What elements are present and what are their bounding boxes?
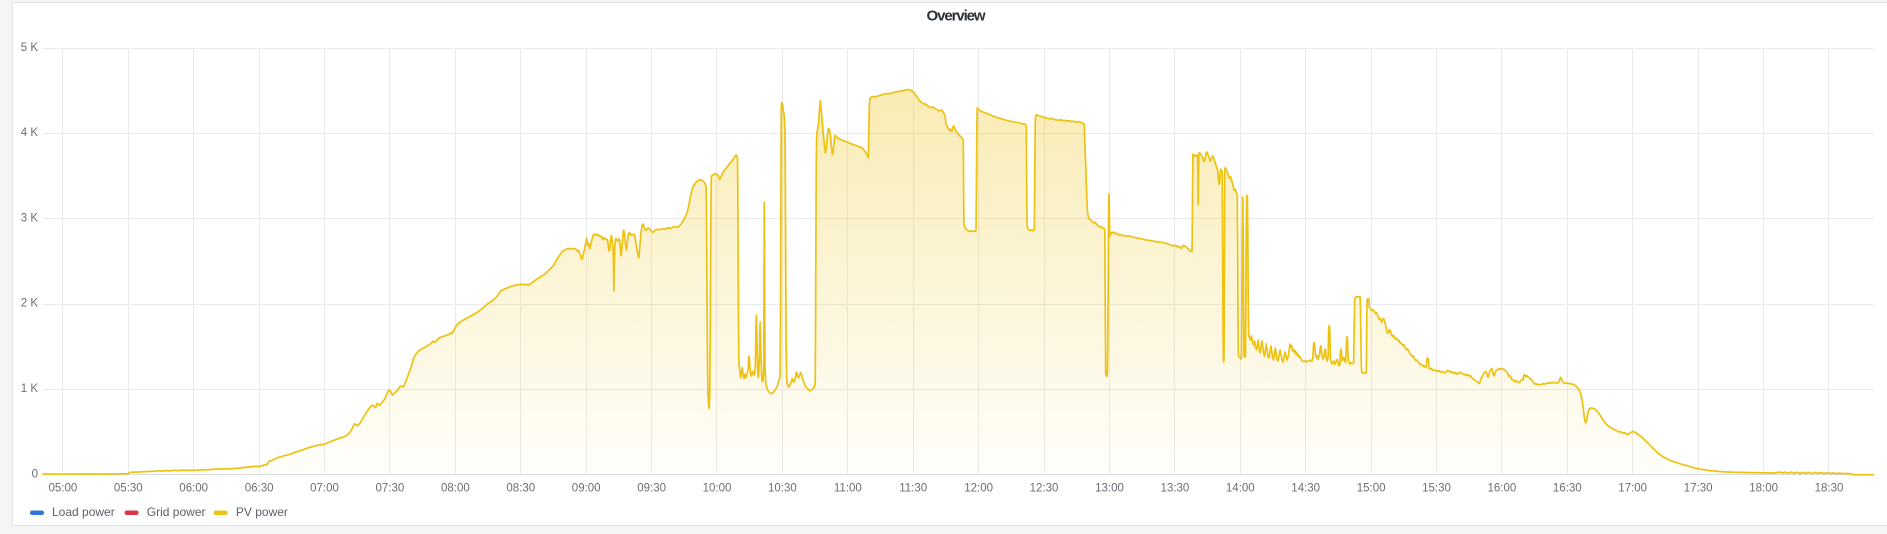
svg-text:3 K: 3 K <box>21 212 39 224</box>
svg-text:13:00: 13:00 <box>1095 483 1124 495</box>
svg-text:17:30: 17:30 <box>1684 483 1713 495</box>
svg-text:Grid power: Grid power <box>147 505 206 519</box>
svg-text:10:00: 10:00 <box>703 483 732 495</box>
svg-text:Load power: Load power <box>52 505 115 519</box>
svg-text:Overview: Overview <box>927 8 986 25</box>
svg-text:15:00: 15:00 <box>1357 483 1386 495</box>
svg-text:07:30: 07:30 <box>376 483 405 495</box>
svg-text:08:30: 08:30 <box>506 483 535 495</box>
svg-text:08:00: 08:00 <box>441 483 470 495</box>
svg-text:16:30: 16:30 <box>1553 483 1582 495</box>
svg-text:09:30: 09:30 <box>637 483 666 495</box>
svg-text:PV power: PV power <box>236 505 288 519</box>
svg-text:05:00: 05:00 <box>49 483 78 495</box>
svg-text:12:00: 12:00 <box>964 483 993 495</box>
svg-text:5 K: 5 K <box>21 42 39 54</box>
svg-text:0: 0 <box>32 468 38 480</box>
svg-text:18:00: 18:00 <box>1749 483 1778 495</box>
svg-text:13:30: 13:30 <box>1161 483 1190 495</box>
svg-text:12:30: 12:30 <box>1030 483 1059 495</box>
svg-text:17:00: 17:00 <box>1618 483 1647 495</box>
svg-text:15:30: 15:30 <box>1422 483 1451 495</box>
svg-text:11:30: 11:30 <box>899 483 927 495</box>
svg-text:05:30: 05:30 <box>114 483 143 495</box>
svg-text:18:30: 18:30 <box>1815 483 1844 495</box>
svg-text:11:00: 11:00 <box>834 483 862 495</box>
svg-text:16:00: 16:00 <box>1488 483 1517 495</box>
svg-text:1 K: 1 K <box>21 383 39 395</box>
svg-text:2 K: 2 K <box>21 298 39 310</box>
svg-text:10:30: 10:30 <box>768 483 797 495</box>
svg-text:14:30: 14:30 <box>1291 483 1320 495</box>
svg-text:4 K: 4 K <box>21 127 39 139</box>
svg-text:06:30: 06:30 <box>245 483 274 495</box>
svg-text:07:00: 07:00 <box>310 483 339 495</box>
svg-text:14:00: 14:00 <box>1226 483 1255 495</box>
svg-text:06:00: 06:00 <box>179 483 208 495</box>
svg-text:09:00: 09:00 <box>572 483 601 495</box>
